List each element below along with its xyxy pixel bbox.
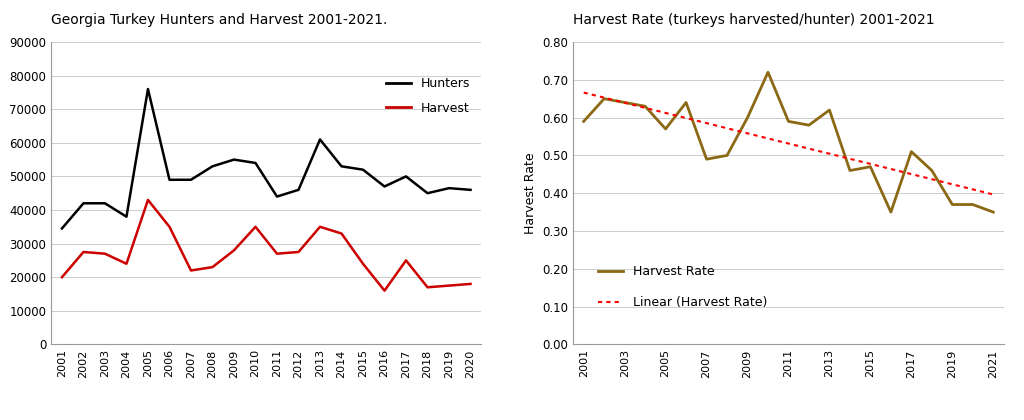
Text: Georgia Turkey Hunters and Harvest 2001-2021.: Georgia Turkey Hunters and Harvest 2001-… [51, 13, 387, 26]
Legend: Hunters, Harvest: Hunters, Harvest [381, 72, 475, 120]
Text: Harvest Rate (turkeys harvested/hunter) 2001-2021: Harvest Rate (turkeys harvested/hunter) … [573, 13, 935, 26]
Legend: Harvest Rate, Linear (Harvest Rate): Harvest Rate, Linear (Harvest Rate) [593, 260, 772, 314]
Y-axis label: Harvest Rate: Harvest Rate [524, 152, 537, 234]
